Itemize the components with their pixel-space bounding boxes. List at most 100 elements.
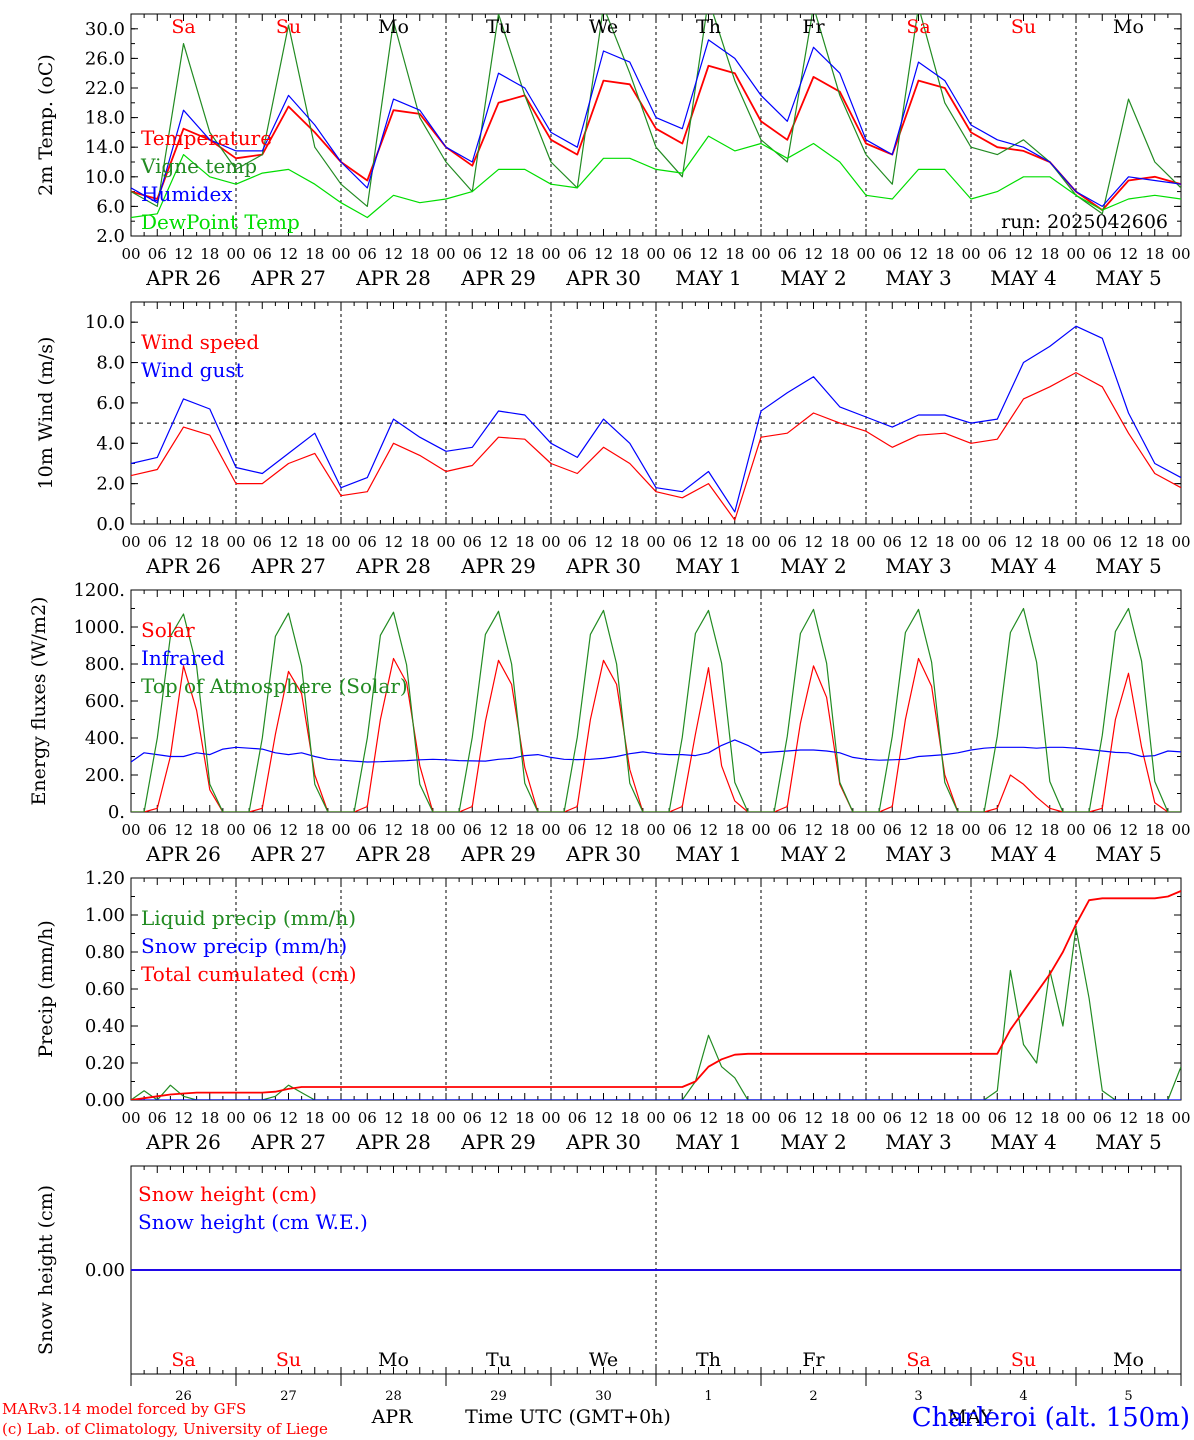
hour-tick-label: 00 [1066,821,1085,839]
day-of-week-label: Su [276,16,301,38]
hour-tick-label: 00 [331,1109,350,1127]
y-tick-label: 0.00 [85,1090,125,1111]
hour-tick-label: 18 [410,1109,429,1127]
day-of-week-label: We [589,1349,618,1371]
hour-tick-label: 18 [1145,245,1164,263]
hour-tick-label: 00 [226,821,245,839]
hour-tick-label: 06 [988,821,1007,839]
day-date-label: MAY 1 [675,554,741,578]
hour-tick-label: 00 [1171,245,1190,263]
day-date-label: APR 27 [250,1130,326,1154]
y-tick-label: 22.0 [85,78,125,99]
legend-entry: DewPoint Temp [141,210,300,234]
hour-tick-label: 06 [148,1109,167,1127]
day-number-label: 26 [175,1389,192,1404]
hour-tick-label: 06 [358,533,377,551]
day-date-label: APR 26 [145,266,221,290]
hour-tick-label: 12 [489,1109,508,1127]
day-date-label: MAY 4 [990,842,1056,866]
series-line-temperature [131,64,1181,212]
hour-tick-label: 18 [305,245,324,263]
hour-tick-label: 18 [305,1109,324,1127]
hour-tick-label: 18 [200,1109,219,1127]
day-number-label: 2 [809,1389,817,1404]
hour-tick-label: 12 [804,821,823,839]
day-of-week-label: Sa [171,16,195,38]
hour-tick-label: 06 [568,245,587,263]
y-tick-label: 0.00 [85,1260,125,1281]
hour-tick-label: 18 [1040,1109,1059,1127]
y-tick-label: 26.0 [85,48,125,69]
hour-tick-label: 00 [226,1109,245,1127]
day-date-label: MAY 2 [780,266,846,290]
hour-tick-label: 06 [148,245,167,263]
hour-tick-label: 00 [541,533,560,551]
hour-tick-label: 00 [751,245,770,263]
day-date-label: APR 28 [355,842,431,866]
hour-tick-label: 00 [961,821,980,839]
hour-tick-label: 18 [305,533,324,551]
hour-tick-label: 00 [541,821,560,839]
hour-tick-label: 00 [331,533,350,551]
hour-tick-label: 00 [331,245,350,263]
hour-tick-label: 00 [856,821,875,839]
hour-tick-label: 12 [594,533,613,551]
y-tick-label: 1.20 [85,868,125,889]
y-tick-label: 800. [85,654,125,675]
y-axis-label: 2m Temp. (oC) [35,54,57,196]
day-of-week-label: Su [1011,1349,1036,1371]
hour-tick-label: 12 [909,245,928,263]
hour-tick-label: 06 [778,533,797,551]
day-of-week-label: Sa [906,1349,930,1371]
hour-tick-label: 12 [909,1109,928,1127]
day-date-label: MAY 2 [780,554,846,578]
hour-tick-label: 00 [226,533,245,551]
hour-tick-label: 18 [725,821,744,839]
hour-tick-label: 18 [935,533,954,551]
day-number-label: 29 [490,1389,507,1404]
day-date-label: MAY 4 [990,554,1056,578]
hour-tick-label: 06 [988,1109,1007,1127]
day-date-label: MAY 1 [675,842,741,866]
day-date-label: MAY 3 [885,266,951,290]
hour-tick-label: 12 [1014,821,1033,839]
hour-tick-label: 12 [594,245,613,263]
series-line-total-cumulated-cm- [131,890,1181,1100]
hour-tick-label: 18 [515,245,534,263]
hour-tick-label: 12 [279,245,298,263]
hour-tick-label: 18 [410,821,429,839]
y-tick-label: 2.0 [96,226,125,247]
day-date-label: MAY 3 [885,1130,951,1154]
day-date-label: APR 30 [565,266,641,290]
day-date-label: MAY 5 [1095,842,1161,866]
hour-tick-label: 12 [1014,533,1033,551]
hour-tick-label: 06 [1093,245,1112,263]
hour-tick-label: 00 [961,533,980,551]
time-axis-label: Time UTC (GMT+0h) [465,1406,671,1428]
day-date-label: APR 28 [355,554,431,578]
y-tick-label: 6.0 [96,196,125,217]
hour-tick-label: 00 [856,245,875,263]
legend-entry: Vigne temp [140,154,257,178]
hour-tick-label: 06 [778,821,797,839]
hour-tick-label: 06 [358,1109,377,1127]
day-of-week-label: Th [696,1349,721,1371]
day-date-label: MAY 3 [885,842,951,866]
hour-tick-label: 12 [594,1109,613,1127]
day-of-week-label: Su [276,1349,301,1371]
hour-tick-label: 00 [541,245,560,263]
y-tick-label: 0.20 [85,1053,125,1074]
day-date-label: APR 29 [460,554,536,578]
hour-tick-label: 18 [620,1109,639,1127]
day-date-label: APR 26 [145,554,221,578]
hour-tick-label: 12 [699,1109,718,1127]
hour-tick-label: 18 [515,821,534,839]
y-axis-label: Energy fluxes (W/m2) [28,597,50,806]
station-name: Charleroi (alt. 150m) [912,1403,1190,1433]
hour-tick-label: 12 [384,1109,403,1127]
y-axis-label: Precip (mm/h) [35,920,57,1058]
hour-tick-label: 00 [436,533,455,551]
hour-tick-label: 00 [436,821,455,839]
legend-entry: Top of Atmosphere (Solar) [141,674,408,698]
y-tick-label: 8.0 [96,353,125,374]
